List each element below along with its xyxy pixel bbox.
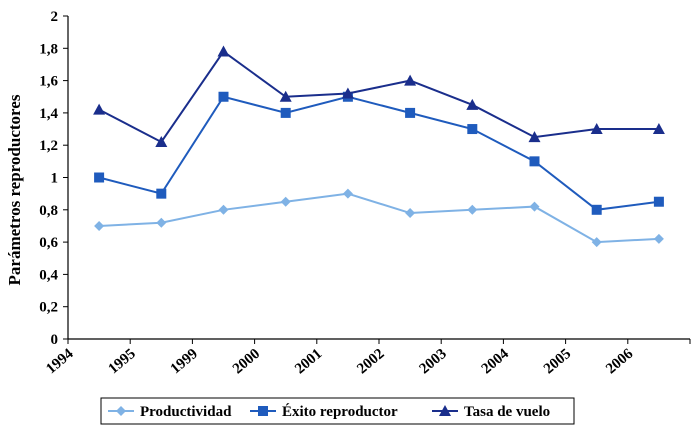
data-point <box>280 196 291 207</box>
legend-entry: Éxito reproductor <box>250 403 398 420</box>
y-tick-label: 1,2 <box>39 138 58 154</box>
data-point <box>591 204 602 215</box>
series-line <box>98 95 660 211</box>
y-tick-label: 1,8 <box>39 41 58 57</box>
data-point <box>467 204 478 215</box>
y-tick-label: 1,4 <box>39 106 58 122</box>
x-tick-label: 2005 <box>541 346 574 378</box>
legend-box <box>100 397 575 425</box>
y-tick-label: 0,6 <box>39 235 58 251</box>
data-point <box>156 217 167 228</box>
legend-swatch-marker <box>116 406 126 416</box>
data-point <box>156 188 167 199</box>
data-point <box>280 107 291 118</box>
data-point <box>653 233 664 244</box>
x-tick-label: 2003 <box>417 346 450 378</box>
legend-label: Productividad <box>140 404 232 420</box>
y-tick-label: 2 <box>51 9 59 25</box>
y-tick-label: 0,2 <box>39 300 58 316</box>
data-point <box>93 103 106 115</box>
legend-swatch-marker <box>258 406 268 416</box>
series-2 <box>94 91 664 215</box>
y-tick-label: 1 <box>51 171 59 187</box>
data-point <box>94 220 105 231</box>
x-tick-label: 2001 <box>292 346 325 378</box>
x-tick-label: 2002 <box>354 346 387 378</box>
data-point <box>405 208 416 219</box>
data-point <box>466 98 479 110</box>
series-layer <box>93 45 665 248</box>
y-axis: 0 0,2 0,4 0,6 0,8 1 1,2 1,4 1,6 1,8 2 <box>39 9 69 348</box>
series-line <box>98 50 659 144</box>
data-point <box>591 237 602 248</box>
data-point <box>467 124 478 135</box>
data-point <box>529 156 540 167</box>
x-tick-label: 1995 <box>106 346 139 378</box>
data-point <box>653 196 664 207</box>
data-point <box>528 131 541 143</box>
data-point <box>405 107 416 118</box>
x-tick-label: 2000 <box>230 346 263 378</box>
x-tick-label: 2004 <box>479 345 513 377</box>
data-point <box>218 91 229 102</box>
data-point <box>155 135 168 147</box>
legend-entry: Productividad <box>108 404 232 420</box>
legend: Productividad Éxito reproductor Tasa de vu… <box>100 397 575 425</box>
data-point <box>94 172 105 183</box>
data-point <box>341 87 354 99</box>
legend-label: Tasa de vuelo <box>464 404 550 420</box>
data-point <box>652 123 665 135</box>
series-line <box>99 192 659 244</box>
data-point <box>342 188 353 199</box>
data-point <box>218 204 229 215</box>
y-tick-label: 0,4 <box>39 267 58 283</box>
legend-entry: Tasa de vuelo <box>432 404 550 420</box>
x-tick-label: 2006 <box>603 345 637 377</box>
series-1 <box>94 188 664 248</box>
data-point <box>404 74 417 86</box>
data-point <box>217 45 230 57</box>
data-point <box>590 123 603 135</box>
legend-swatch-marker <box>439 405 451 416</box>
y-tick-label: 0,8 <box>39 203 58 219</box>
data-point <box>279 90 292 102</box>
y-tick-label: 1,6 <box>39 74 58 90</box>
x-tick-label: 1994 <box>43 345 77 377</box>
series-3 <box>93 45 665 147</box>
y-axis-title: Parámetros reproductores <box>5 94 24 285</box>
x-axis: 1994 1995 1999 2000 2001 2002 2003 2004 2005 2006 <box>43 338 691 378</box>
data-point <box>529 201 540 212</box>
legend-label: Éxito reproductor <box>282 403 398 420</box>
y-tick-label: 0 <box>51 332 59 348</box>
x-tick-label: 1999 <box>168 346 201 378</box>
